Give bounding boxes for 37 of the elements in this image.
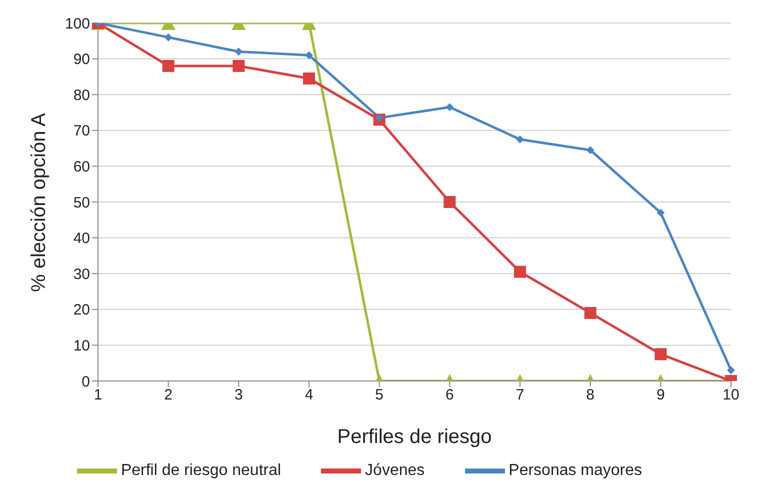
x-tick-label: 3 [234,386,243,404]
legend-label: Perfil de riesgo neutral [120,462,282,480]
legend-label: Personas mayores [508,462,642,480]
point [656,208,665,217]
point [232,60,245,72]
x-tick-label: 7 [516,386,524,404]
y-tick-label: 100 [64,15,90,32]
point [162,60,174,72]
x-tick-label: 5 [375,386,384,404]
x-axis-title: Perfiles de riesgo [337,426,492,448]
point [305,51,313,60]
y-tick-label: 90 [73,51,90,68]
x-tick-label: 2 [164,386,173,404]
x-tick-label: 8 [586,386,595,404]
x-tick-label: 1 [94,386,102,404]
point [303,72,315,84]
y-tick-label: 80 [73,86,90,104]
point [586,146,594,154]
x-tick-label: 4 [304,386,314,404]
point [164,33,172,42]
legend-label: Jóvenes [365,462,425,480]
y-axis-title: % elección opción A [28,112,50,292]
y-tick-label: 20 [73,302,90,319]
y-tick-label: 30 [73,266,90,283]
y-tick-label: 70 [73,122,90,140]
y-tick-label: 50 [73,194,90,212]
point [234,48,243,56]
y-tick-label: 0 [82,373,90,390]
point [444,196,456,208]
x-tick-label: 10 [722,386,740,404]
x-tick-label: 9 [656,386,665,404]
y-tick-label: 40 [73,230,90,248]
point [446,103,454,112]
point [516,135,524,144]
y-tick-label: 60 [73,158,90,176]
y-tick-label: 10 [73,338,90,355]
x-tick-label: 6 [445,386,454,404]
